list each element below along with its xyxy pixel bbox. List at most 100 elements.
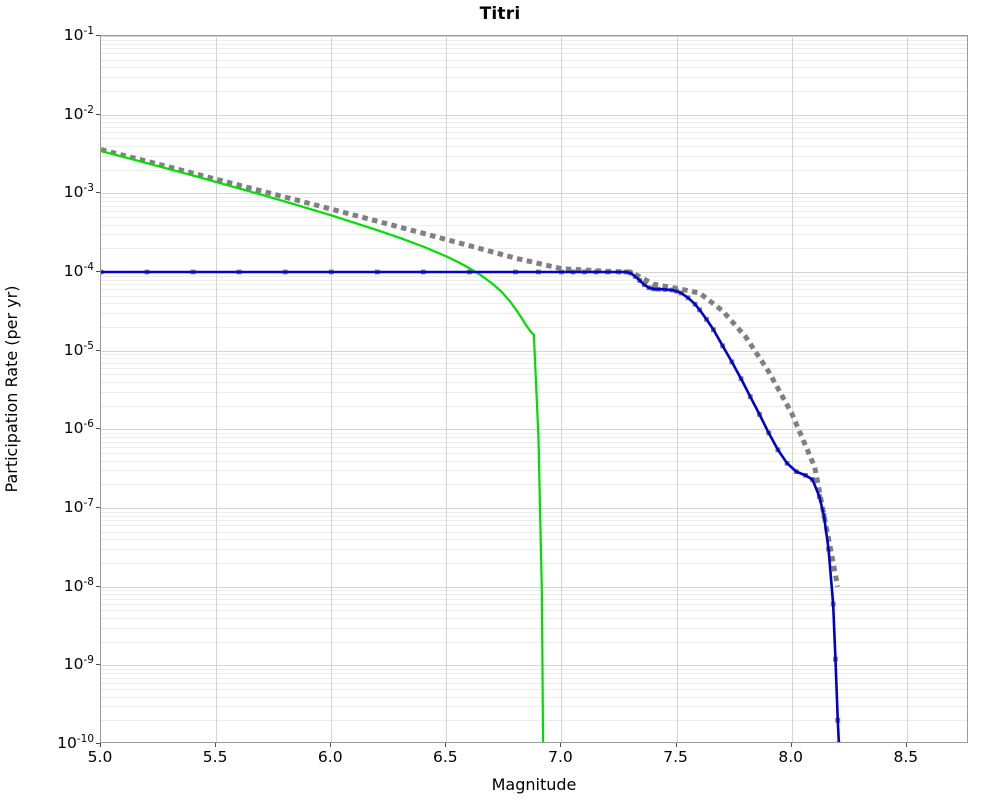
grid-line-horizontal-minor xyxy=(101,39,967,41)
series-line-gb-unbounded-dotted xyxy=(101,147,841,588)
grid-line-horizontal-minor xyxy=(101,515,967,517)
x-tick-mark xyxy=(330,743,332,747)
grid-line-vertical xyxy=(791,36,793,742)
grid-line-horizontal-minor xyxy=(101,295,967,297)
grid-line-horizontal-minor xyxy=(101,90,967,92)
y-tick-label: 10-7 xyxy=(63,496,94,516)
y-tick-mark xyxy=(96,113,100,115)
x-tick-label: 7.5 xyxy=(663,748,688,766)
grid-line-horizontal-minor xyxy=(101,224,967,226)
grid-line-horizontal-minor xyxy=(101,284,967,286)
grid-line-horizontal-minor xyxy=(101,405,967,407)
grid-line-horizontal-minor xyxy=(101,706,967,708)
grid-line-horizontal-minor xyxy=(101,381,967,383)
grid-line-horizontal-minor xyxy=(101,668,967,670)
grid-line-horizontal-minor xyxy=(101,682,967,684)
grid-line-horizontal-minor xyxy=(101,313,967,315)
y-axis-label: Participation Rate (per yr) xyxy=(2,285,21,493)
grid-line-horizontal-minor xyxy=(101,539,967,541)
grid-line-horizontal-minor xyxy=(101,374,967,376)
grid-line-horizontal-minor xyxy=(101,368,967,370)
y-tick-label: 10-4 xyxy=(63,260,94,280)
grid-line-horizontal-minor xyxy=(101,677,967,679)
grid-line-horizontal-minor xyxy=(101,562,967,564)
y-tick-label: 10-2 xyxy=(63,103,94,123)
x-tick-label: 7.0 xyxy=(548,748,573,766)
grid-line-horizontal-minor xyxy=(101,525,967,527)
x-tick-mark xyxy=(560,743,562,747)
grid-line-horizontal-minor xyxy=(101,689,967,690)
grid-line-horizontal-minor xyxy=(101,169,967,171)
grid-line-horizontal-minor xyxy=(101,484,967,486)
grid-line-horizontal-minor xyxy=(101,43,967,45)
grid-line-horizontal-minor xyxy=(101,210,967,212)
grid-line-horizontal-major xyxy=(101,193,967,195)
grid-line-horizontal-minor xyxy=(101,391,967,393)
grid-line-horizontal-minor xyxy=(101,362,967,364)
grid-line-horizontal-minor xyxy=(101,453,967,454)
y-tick-mark xyxy=(96,271,100,272)
x-tick-label: 6.0 xyxy=(317,748,343,766)
grid-line-horizontal-major xyxy=(101,429,967,431)
grid-line-horizontal-minor xyxy=(101,511,967,513)
grid-line-horizontal-minor xyxy=(101,520,967,522)
grid-line-horizontal-minor xyxy=(101,720,967,722)
grid-line-horizontal-minor xyxy=(101,279,967,281)
grid-line-horizontal-major xyxy=(101,665,967,667)
grid-line-horizontal-major xyxy=(101,586,967,588)
grid-line-horizontal-minor xyxy=(101,77,967,79)
grid-line-vertical xyxy=(676,36,678,742)
x-tick-mark xyxy=(675,743,677,747)
grid-line-horizontal-minor xyxy=(101,145,967,147)
series-line-truncated-gr-green xyxy=(101,149,545,742)
grid-line-horizontal-minor xyxy=(101,303,967,305)
grid-line-horizontal-minor xyxy=(101,248,967,250)
grid-line-horizontal-minor xyxy=(101,67,967,69)
grid-line-horizontal-major xyxy=(101,508,967,509)
x-tick-label: 5.5 xyxy=(202,748,228,766)
series-line-characteristic-blue xyxy=(101,270,841,742)
x-tick-mark xyxy=(215,743,217,747)
gridlines xyxy=(101,36,967,742)
grid-line-horizontal-minor xyxy=(101,118,967,120)
grid-line-horizontal-minor xyxy=(101,155,967,157)
grid-line-horizontal-minor xyxy=(101,132,967,134)
grid-line-horizontal-minor xyxy=(101,196,967,198)
grid-line-horizontal-major xyxy=(101,114,967,116)
grid-line-horizontal-minor xyxy=(101,217,967,218)
grid-line-horizontal-minor xyxy=(101,696,967,698)
series-layer xyxy=(101,36,967,742)
x-tick-label: 6.5 xyxy=(433,748,458,766)
grid-line-horizontal-minor xyxy=(101,48,967,50)
y-tick-mark xyxy=(96,35,100,36)
grid-line-horizontal-minor xyxy=(101,59,967,61)
x-tick-mark xyxy=(790,743,792,747)
grid-line-horizontal-minor xyxy=(101,531,967,533)
grid-line-horizontal-minor xyxy=(101,436,967,438)
y-tick-mark xyxy=(96,192,100,194)
grid-line-horizontal-minor xyxy=(101,326,967,328)
grid-line-horizontal-minor xyxy=(101,549,967,551)
y-tick-label: 10-10 xyxy=(57,732,94,752)
grid-line-horizontal-minor xyxy=(101,594,967,596)
y-tick-label: 10-1 xyxy=(63,24,94,44)
grid-line-horizontal-minor xyxy=(101,460,967,462)
grid-line-horizontal-minor xyxy=(101,672,967,674)
grid-line-horizontal-minor xyxy=(101,275,967,277)
y-tick-label: 10-5 xyxy=(63,339,94,359)
y-tick-mark xyxy=(96,349,100,351)
grid-line-horizontal-minor xyxy=(101,470,967,472)
y-tick-label: 10-3 xyxy=(63,182,94,202)
series-svg xyxy=(101,147,842,742)
grid-line-horizontal-minor xyxy=(101,234,967,236)
page-title: Titri xyxy=(479,4,521,24)
x-tick-mark xyxy=(100,743,101,747)
x-tick-label: 8.0 xyxy=(778,748,804,766)
y-tick-label: 10-9 xyxy=(63,654,94,674)
y-tick-mark xyxy=(96,585,100,587)
y-tick-label: 10-6 xyxy=(63,418,94,438)
x-tick-mark xyxy=(445,743,447,747)
y-tick-mark xyxy=(96,664,100,666)
grid-line-horizontal-minor xyxy=(101,289,967,291)
